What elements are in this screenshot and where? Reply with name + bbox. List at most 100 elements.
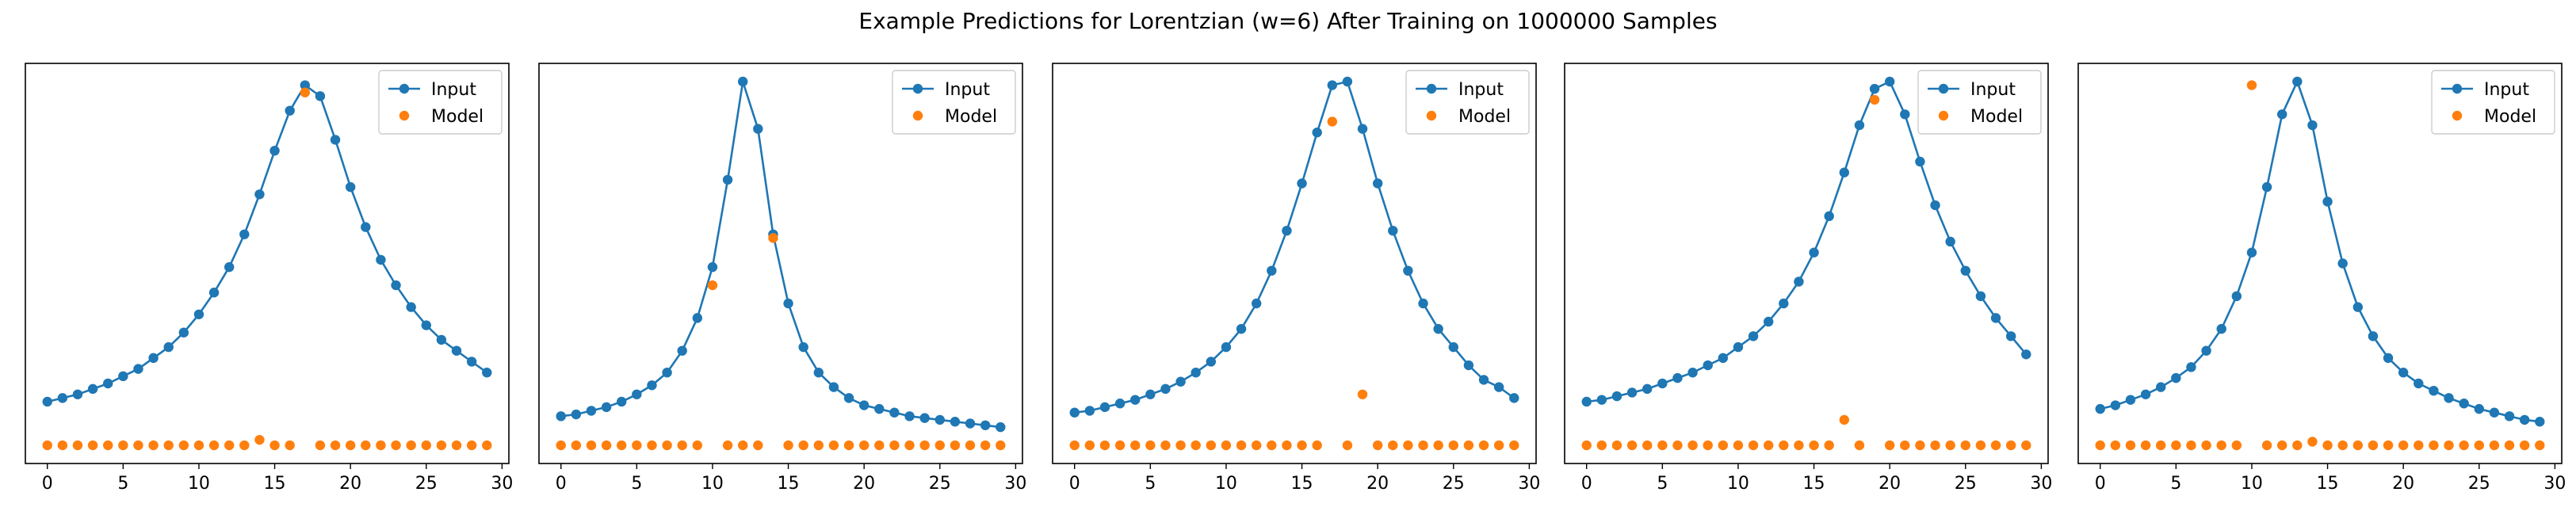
- data-point-model: [2322, 440, 2333, 451]
- data-point-input: [1748, 331, 1759, 341]
- data-point-input: [239, 229, 250, 239]
- legend-box: [892, 70, 1016, 135]
- x-tick-label: 0: [42, 474, 53, 494]
- data-point-model: [466, 440, 477, 451]
- data-point-model: [1251, 440, 1262, 451]
- data-point-model: [72, 440, 83, 451]
- data-point-model: [1342, 440, 1353, 451]
- data-point-model: [1206, 440, 1217, 451]
- data-point-input: [2276, 109, 2287, 120]
- data-point-input: [1794, 277, 1804, 287]
- data-point-model: [677, 440, 687, 451]
- legend-label-model: Model: [1970, 107, 2023, 127]
- data-point-model: [1099, 440, 1110, 451]
- data-point-input: [436, 334, 447, 345]
- legend: Input Model: [892, 70, 1016, 135]
- data-point-input: [1069, 407, 1080, 418]
- data-point-model: [874, 440, 885, 451]
- data-point-input: [1099, 402, 1110, 413]
- data-point-model: [2110, 440, 2121, 451]
- data-point-input: [1206, 357, 1217, 367]
- data-point-model: [1509, 440, 1519, 451]
- data-point-model: [647, 440, 657, 451]
- legend-marker: [1938, 110, 1949, 121]
- data-point-model: [300, 87, 311, 97]
- data-point-input: [285, 105, 295, 116]
- legend-marker: [1426, 110, 1437, 121]
- data-point-input: [315, 91, 326, 101]
- x-tick-label: 5: [631, 474, 642, 494]
- data-point-model: [586, 440, 597, 451]
- data-point-model: [193, 440, 204, 451]
- data-point-model: [1357, 389, 1368, 399]
- x-tick-label: 15: [264, 474, 286, 494]
- data-point-model: [934, 440, 945, 451]
- data-point-input: [950, 417, 961, 427]
- data-point-input: [692, 313, 703, 323]
- data-point-model: [1478, 440, 1489, 451]
- data-point-model: [178, 440, 189, 451]
- data-point-input: [1687, 368, 1698, 378]
- data-point-input: [783, 298, 793, 309]
- x-tick-label: 20: [2392, 474, 2414, 494]
- data-point-model: [1130, 440, 1141, 451]
- data-point-model: [345, 440, 356, 451]
- data-point-model: [436, 440, 447, 451]
- data-point-model: [118, 440, 128, 451]
- data-point-input: [2535, 417, 2545, 427]
- data-point-input: [1463, 360, 1474, 371]
- legend-label-input: Input: [1970, 80, 2016, 100]
- data-point-model: [1794, 440, 1804, 451]
- data-point-model: [42, 440, 52, 451]
- x-tick-label: 0: [1581, 474, 1592, 494]
- data-point-model: [632, 440, 642, 451]
- data-point-model: [1733, 440, 1744, 451]
- data-point-model: [662, 440, 672, 451]
- data-point-model: [1763, 440, 1774, 451]
- series-input: [1069, 76, 1519, 418]
- data-point-model: [421, 440, 431, 451]
- data-point-model: [1327, 116, 1338, 127]
- data-point-input: [57, 393, 68, 403]
- data-point-input: [2125, 395, 2136, 405]
- data-point-input: [72, 389, 83, 399]
- data-point-input: [1357, 124, 1368, 134]
- data-point-model: [1657, 440, 1668, 451]
- data-point-model: [2216, 440, 2226, 451]
- data-point-model: [2292, 440, 2303, 451]
- x-tick-label: 25: [1955, 474, 1977, 494]
- data-point-input: [904, 411, 915, 422]
- data-point-input: [421, 320, 431, 330]
- legend-marker: [399, 83, 410, 94]
- data-point-input: [1839, 167, 1850, 177]
- data-point-input: [2095, 403, 2105, 414]
- data-point-input: [1448, 341, 1458, 353]
- data-point-model: [2246, 80, 2257, 90]
- data-point-input: [996, 422, 1006, 433]
- data-point-input: [1884, 76, 1895, 87]
- data-point-model: [722, 440, 733, 451]
- data-point-input: [1733, 341, 1744, 353]
- data-point-model: [1960, 440, 1970, 451]
- data-point-model: [2459, 440, 2469, 451]
- data-point-input: [1403, 265, 1413, 276]
- data-point-input: [1945, 236, 1955, 247]
- subplots: 0 5 10 15 20 25 30 Input Model 0 5 10 15 20 25 30 Input M…: [25, 63, 2566, 494]
- data-point-input: [2307, 120, 2318, 131]
- data-point-input: [919, 413, 930, 423]
- legend-box: [2431, 70, 2555, 135]
- x-tick-label: 30: [491, 474, 513, 494]
- data-point-input: [1509, 393, 1519, 403]
- data-point-input: [1312, 128, 1322, 138]
- data-point-model: [1642, 440, 1653, 451]
- legend-label-input: Input: [945, 80, 990, 100]
- data-point-model: [843, 440, 854, 451]
- data-point-model: [87, 440, 98, 451]
- data-point-input: [1267, 265, 1277, 276]
- data-point-input: [1327, 80, 1338, 90]
- x-tick-label: 25: [415, 474, 438, 494]
- data-point-input: [1251, 298, 1262, 309]
- legend-marker: [2452, 110, 2463, 121]
- data-point-input: [2459, 399, 2469, 409]
- series-input: [2095, 76, 2545, 427]
